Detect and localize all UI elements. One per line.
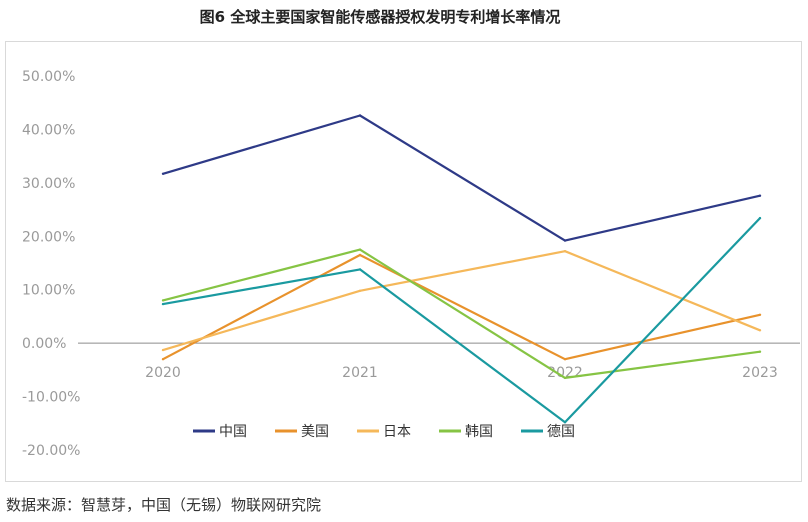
x-tick-label: 2023 (742, 365, 778, 381)
y-tick-label: -20.00% (22, 443, 80, 459)
y-tick-label: -10.00% (22, 390, 80, 406)
y-tick-label: 30.00% (22, 176, 75, 192)
data-point-日本 (358, 289, 362, 292)
data-point-韩国 (758, 350, 762, 353)
data-source: 数据来源：智慧芽，中国（无锡）物联网研究院 (6, 496, 322, 514)
y-tick-label: 10.00% (22, 283, 75, 299)
x-tick-label: 2021 (342, 365, 378, 381)
y-tick-label: 40.00% (22, 122, 75, 138)
data-point-中国 (758, 194, 762, 197)
legend-label: 日本 (383, 424, 411, 440)
series-line-德国 (162, 217, 761, 424)
series-line-日本 (162, 250, 761, 352)
chart-frame (5, 41, 802, 482)
data-point-中国 (358, 114, 362, 117)
data-point-德国 (161, 302, 165, 306)
legend-label: 韩国 (465, 424, 493, 440)
data-point-德国 (758, 216, 762, 220)
chart-title: 图6 全球主要国家智能传感器授权发明专利增长率情况 (199, 8, 561, 26)
y-tick-label: 50.00% (22, 69, 75, 85)
data-point-美国 (161, 358, 165, 361)
legend-label: 美国 (301, 424, 329, 440)
legend-label: 德国 (547, 424, 575, 440)
legend-label: 中国 (219, 424, 247, 440)
data-point-德国 (563, 421, 567, 424)
y-tick-label: 0.00% (22, 336, 66, 352)
data-point-德国 (358, 268, 362, 271)
data-point-韩国 (563, 376, 567, 380)
y-tick-label: 20.00% (22, 229, 75, 245)
data-point-中国 (563, 239, 567, 242)
data-point-韩国 (161, 299, 165, 302)
data-point-中国 (161, 172, 165, 175)
series-line-中国 (162, 114, 761, 242)
data-point-美国 (758, 313, 762, 316)
series-line-韩国 (162, 248, 761, 379)
data-point-美国 (358, 253, 362, 257)
data-point-日本 (161, 348, 165, 352)
data-point-日本 (758, 329, 762, 332)
x-tick-label: 2020 (145, 365, 181, 381)
data-point-美国 (563, 358, 567, 361)
data-point-韩国 (358, 248, 362, 251)
data-point-日本 (563, 250, 567, 253)
series-line-美国 (162, 253, 761, 361)
